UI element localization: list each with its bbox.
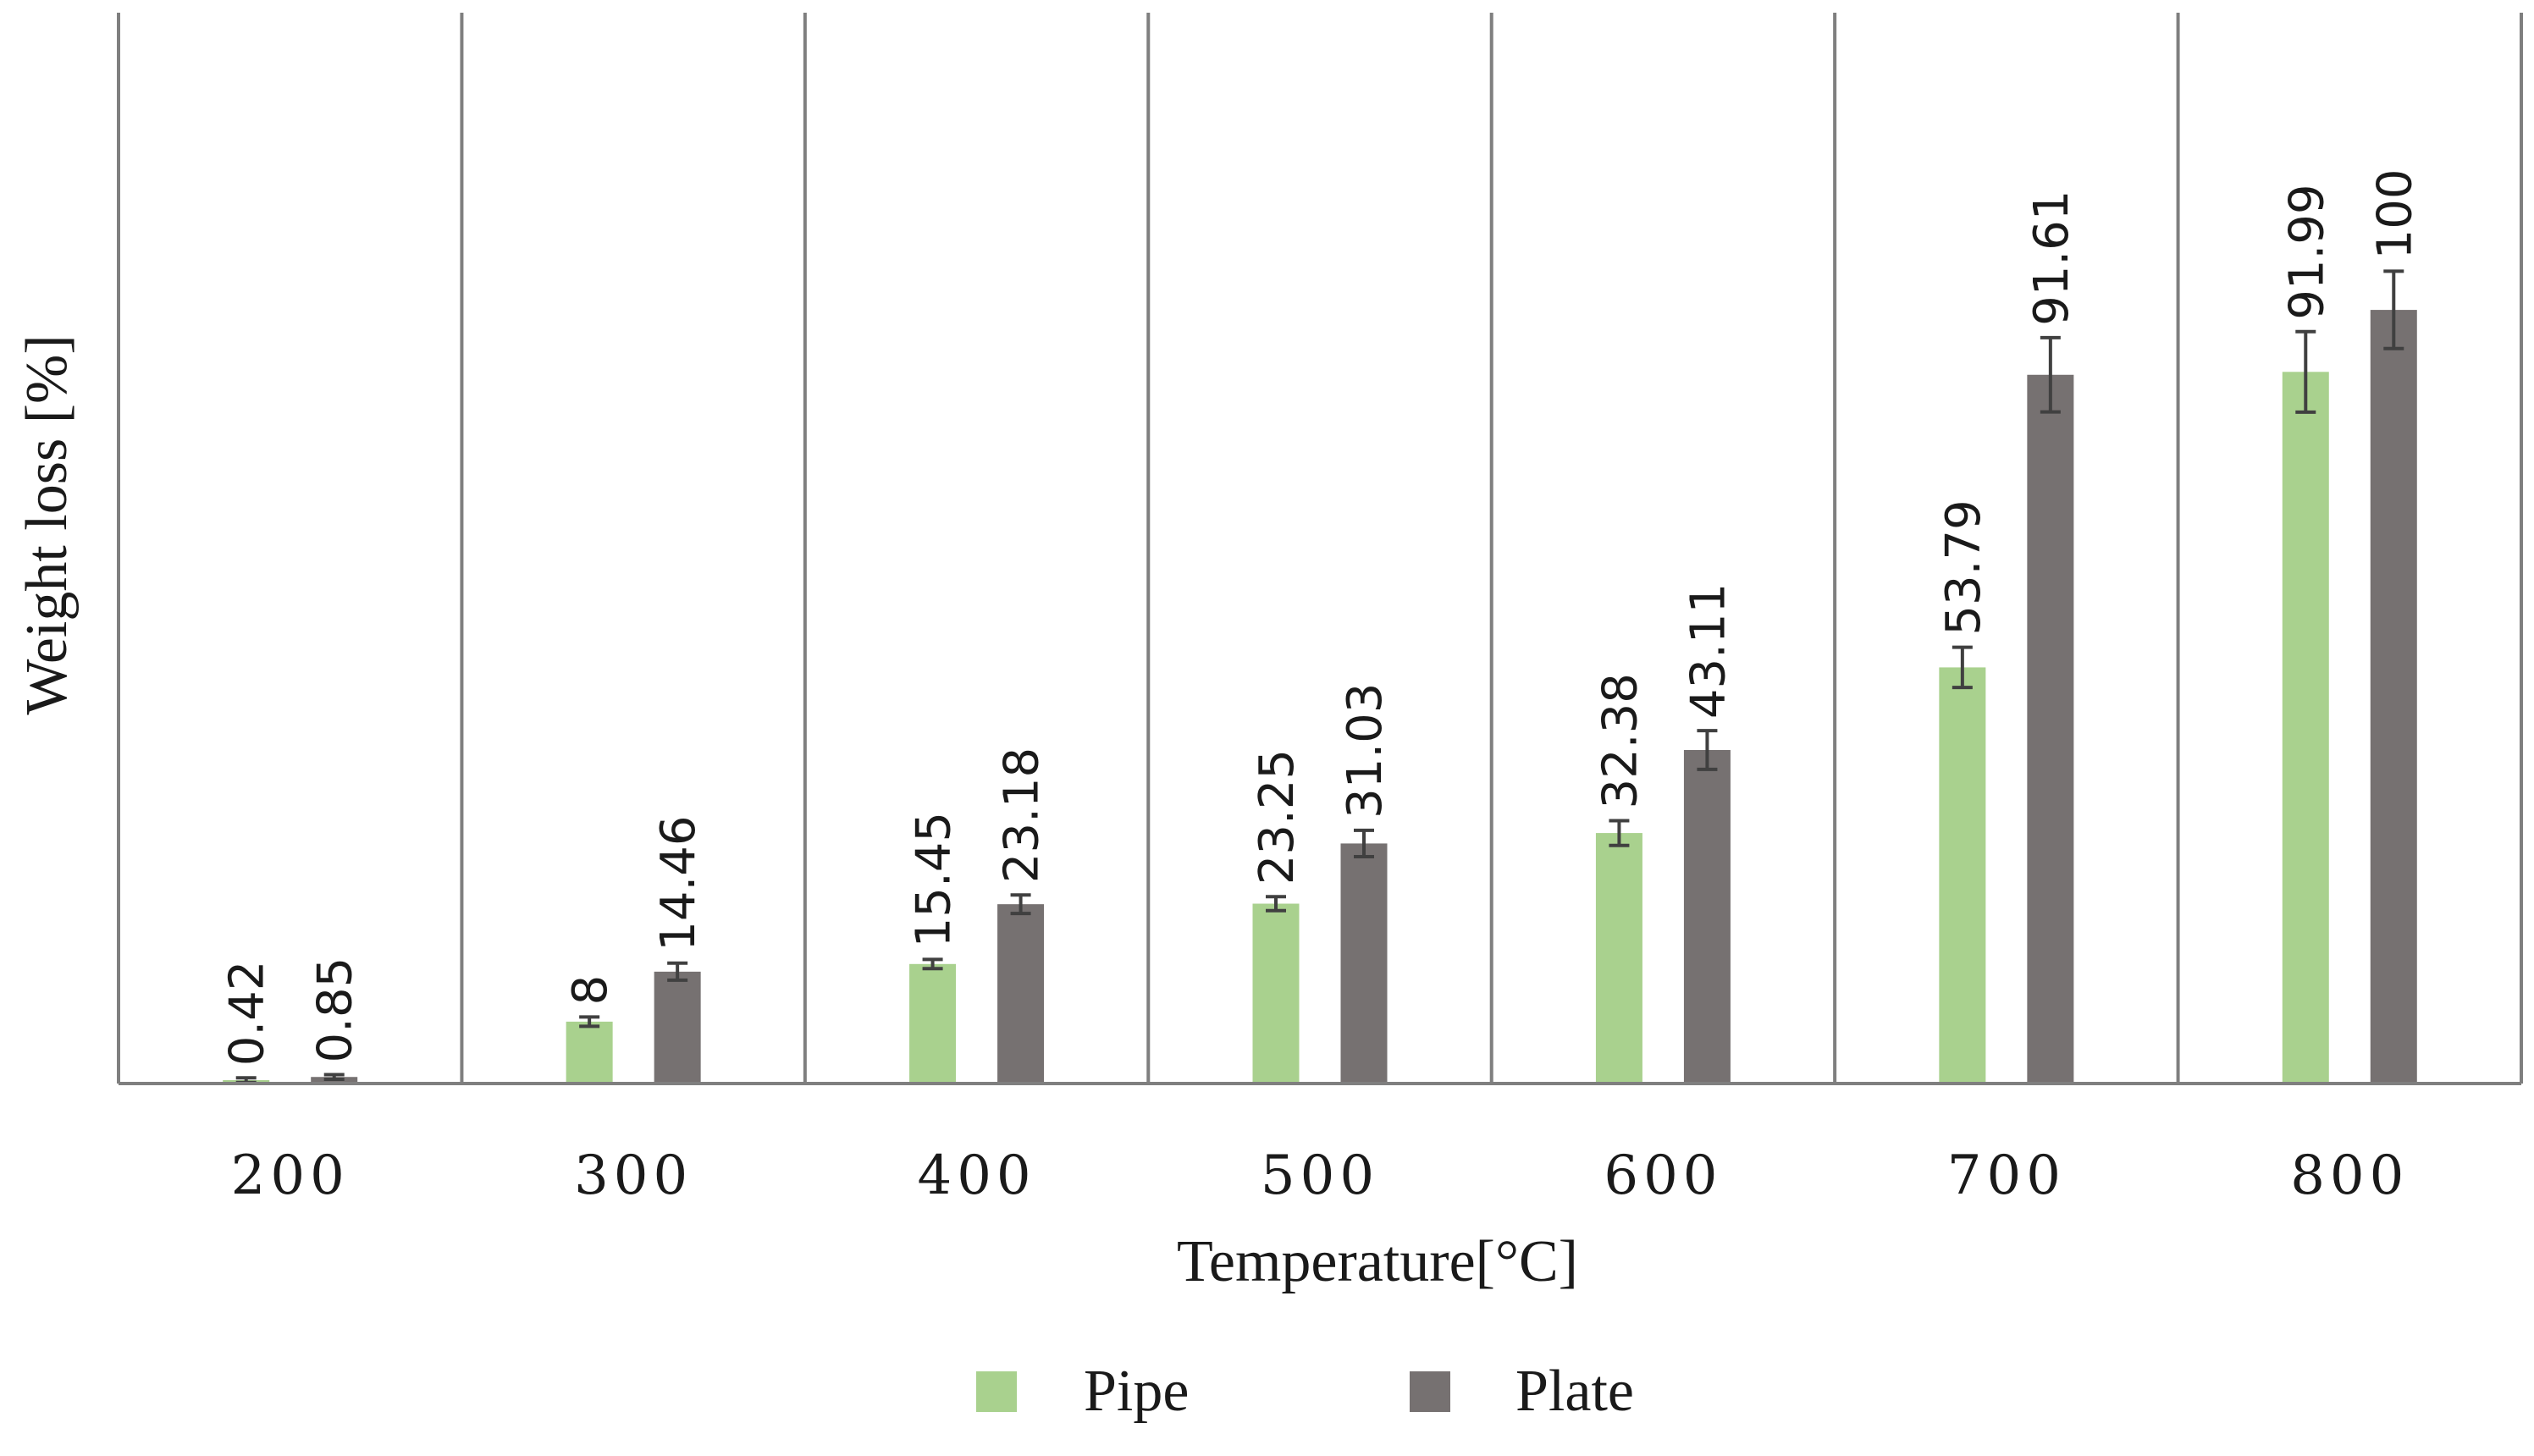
legend: Pipe Plate xyxy=(976,1359,1634,1424)
error-bar-pipe xyxy=(579,1015,600,1029)
data-label-pipe: 8 xyxy=(563,975,618,1006)
error-bar-plate xyxy=(2383,269,2404,350)
error-bar-pipe xyxy=(1266,895,1286,913)
data-label-pipe: 32.38 xyxy=(1593,673,1648,808)
data-label-pipe: 91.99 xyxy=(2279,184,2334,319)
y-axis-title: Weight loss [%] xyxy=(14,334,80,714)
error-bar-plate xyxy=(2040,335,2061,414)
error-bar-pipe xyxy=(1609,819,1630,847)
bar-plate xyxy=(2027,374,2074,1084)
error-bar-plate xyxy=(667,961,688,982)
legend-swatch-plate xyxy=(1410,1371,1450,1412)
data-labels-layer: 0.42 8 15.45 23.25 32.38 53.79 91.99 0.85 14.46 2… xyxy=(220,169,2423,1067)
bar-pipe xyxy=(566,1021,613,1084)
x-axis-title: Temperature[°C] xyxy=(1177,1229,1578,1294)
error-bars-layer xyxy=(235,269,2404,1084)
data-label-plate: 43.11 xyxy=(1681,583,1736,719)
bar-pipe xyxy=(2282,372,2329,1084)
data-label-plate: 100 xyxy=(2367,169,2422,260)
data-label-plate: 91.61 xyxy=(2024,190,2079,326)
data-label-pipe: 15.45 xyxy=(907,812,962,947)
x-tick-label: 800 xyxy=(2290,1144,2409,1207)
error-bar-plate xyxy=(1697,729,1718,771)
data-label-plate: 23.18 xyxy=(995,747,1050,883)
x-tick-label: 300 xyxy=(574,1144,693,1207)
data-label-pipe: 0.42 xyxy=(220,961,275,1067)
bar-plate xyxy=(2370,310,2417,1084)
bars-layer xyxy=(223,310,2417,1084)
x-tick-label: 600 xyxy=(1604,1144,1722,1207)
bar-pipe xyxy=(1939,667,1986,1084)
error-bar-pipe xyxy=(1952,645,1973,690)
legend-label-plate: Plate xyxy=(1515,1359,1634,1424)
category-separators xyxy=(117,13,2523,1084)
x-tick-label: 400 xyxy=(917,1144,1035,1207)
error-bar-plate xyxy=(1010,893,1031,916)
x-tick-label: 700 xyxy=(1947,1144,2066,1207)
data-label-plate: 14.46 xyxy=(651,815,706,951)
error-bar-plate xyxy=(1354,828,1374,858)
data-label-plate: 0.85 xyxy=(308,957,363,1063)
error-bar-pipe xyxy=(2295,329,2316,414)
bar-plate xyxy=(654,971,701,1084)
bar-pipe xyxy=(1252,903,1300,1084)
data-label-pipe: 23.25 xyxy=(1250,749,1305,885)
error-bar-plate xyxy=(323,1073,345,1081)
bar-pipe xyxy=(1595,833,1642,1084)
data-label-pipe: 53.79 xyxy=(1936,499,1991,635)
bar-plate xyxy=(1340,843,1388,1084)
legend-swatch-pipe xyxy=(976,1371,1017,1412)
bar-plate xyxy=(997,904,1045,1084)
error-bar-pipe xyxy=(922,957,943,971)
x-tick-label: 500 xyxy=(1261,1144,1379,1207)
x-tick-labels: 200 300 400 500 600 700 800 xyxy=(231,1144,2409,1207)
x-tick-label: 200 xyxy=(231,1144,350,1207)
data-label-plate: 31.03 xyxy=(1338,683,1393,819)
legend-label-pipe: Pipe xyxy=(1084,1359,1189,1424)
bar-plate xyxy=(1683,750,1731,1084)
bar-pipe xyxy=(909,963,957,1084)
